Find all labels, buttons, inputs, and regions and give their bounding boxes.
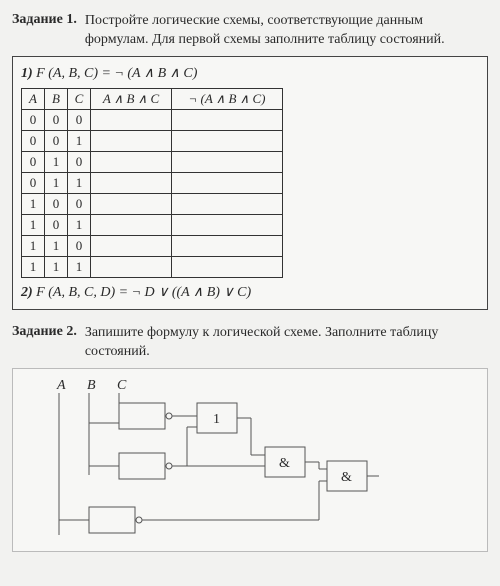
task-2-title: Задание 2. <box>12 324 77 340</box>
truth-table: A B C A ∧ B ∧ C ¬ (A ∧ B ∧ C) 0000010100… <box>21 88 283 278</box>
cell-a: 1 <box>22 214 45 235</box>
gate-and-2-label: & <box>341 470 352 485</box>
formula-1-label: 1) <box>21 66 33 81</box>
gate-not-b-bubble <box>166 463 172 469</box>
th-c: C <box>68 88 91 109</box>
cell-and <box>91 214 172 235</box>
gate-not-a <box>89 507 135 533</box>
cell-not <box>172 109 283 130</box>
task-2-header: Задание 2. Запишите формулу к логической… <box>12 324 488 362</box>
input-b-label: B <box>87 378 96 393</box>
cell-and <box>91 235 172 256</box>
cell-not <box>172 214 283 235</box>
cell-c: 0 <box>68 109 91 130</box>
table-row: 010 <box>22 151 283 172</box>
th-a: A <box>22 88 45 109</box>
cell-and <box>91 130 172 151</box>
cell-not <box>172 193 283 214</box>
th-b: B <box>45 88 68 109</box>
gate-not-b <box>119 453 165 479</box>
input-a-label: A <box>56 378 66 393</box>
cell-and <box>91 256 172 277</box>
cell-and <box>91 193 172 214</box>
cell-and <box>91 151 172 172</box>
th-not: ¬ (A ∧ B ∧ C) <box>172 88 283 109</box>
cell-b: 1 <box>45 172 68 193</box>
task-2: Задание 2. Запишите формулу к логической… <box>12 324 488 552</box>
cell-c: 1 <box>68 130 91 151</box>
th-and: A ∧ B ∧ C <box>91 88 172 109</box>
cell-not <box>172 235 283 256</box>
table-row: 111 <box>22 256 283 277</box>
cell-b: 0 <box>45 109 68 130</box>
cell-a: 1 <box>22 235 45 256</box>
gate-not-a-bubble <box>136 517 142 523</box>
task-1: Задание 1. Постройте логические схемы, с… <box>12 12 488 310</box>
cell-not <box>172 172 283 193</box>
gate-not-c <box>119 403 165 429</box>
cell-c: 0 <box>68 193 91 214</box>
formula-2-label: 2) <box>21 285 33 300</box>
cell-not <box>172 130 283 151</box>
truth-table-body: 000001010011100101110111 <box>22 109 283 277</box>
table-row: 101 <box>22 214 283 235</box>
cell-and <box>91 109 172 130</box>
task-1-header: Задание 1. Постройте логические схемы, с… <box>12 12 488 50</box>
cell-b: 1 <box>45 256 68 277</box>
cell-a: 0 <box>22 130 45 151</box>
formula-2: 2) F (A, B, C, D) = ¬ D ∨ ((A ∧ B) ∨ C) <box>21 284 479 301</box>
cell-b: 0 <box>45 214 68 235</box>
cell-and <box>91 172 172 193</box>
cell-c: 1 <box>68 214 91 235</box>
gate-or-label: 1 <box>213 412 220 427</box>
cell-c: 1 <box>68 172 91 193</box>
table-row: 001 <box>22 130 283 151</box>
cell-b: 0 <box>45 130 68 151</box>
cell-a: 1 <box>22 193 45 214</box>
table-row: 000 <box>22 109 283 130</box>
cell-c: 1 <box>68 256 91 277</box>
gate-and-1-label: & <box>279 456 290 471</box>
cell-a: 1 <box>22 256 45 277</box>
table-row: 110 <box>22 235 283 256</box>
task-1-box: 1) F (A, B, C) = ¬ (A ∧ B ∧ C) A B C A ∧… <box>12 56 488 310</box>
task-1-title: Задание 1. <box>12 12 77 28</box>
formula-2-expr: F (A, B, C, D) = ¬ D ∨ ((A ∧ B) ∨ C) <box>36 285 251 300</box>
cell-c: 0 <box>68 151 91 172</box>
logic-diagram: A B C 1 <box>12 368 488 552</box>
cell-b: 1 <box>45 151 68 172</box>
formula-1-expr: F (A, B, C) = ¬ (A ∧ B ∧ C) <box>36 66 197 81</box>
cell-a: 0 <box>22 109 45 130</box>
cell-not <box>172 151 283 172</box>
task-1-text: Постройте логические схемы, соответствую… <box>85 12 488 50</box>
table-row: 011 <box>22 172 283 193</box>
input-c-label: C <box>117 378 127 393</box>
cell-a: 0 <box>22 172 45 193</box>
table-row: 100 <box>22 193 283 214</box>
formula-1: 1) F (A, B, C) = ¬ (A ∧ B ∧ C) <box>21 65 479 82</box>
cell-c: 0 <box>68 235 91 256</box>
gate-not-c-bubble <box>166 413 172 419</box>
cell-not <box>172 256 283 277</box>
logic-diagram-svg: A B C 1 <box>19 375 379 545</box>
cell-a: 0 <box>22 151 45 172</box>
cell-b: 0 <box>45 193 68 214</box>
task-2-text: Запишите формулу к логической схеме. Зап… <box>85 324 488 362</box>
cell-b: 1 <box>45 235 68 256</box>
